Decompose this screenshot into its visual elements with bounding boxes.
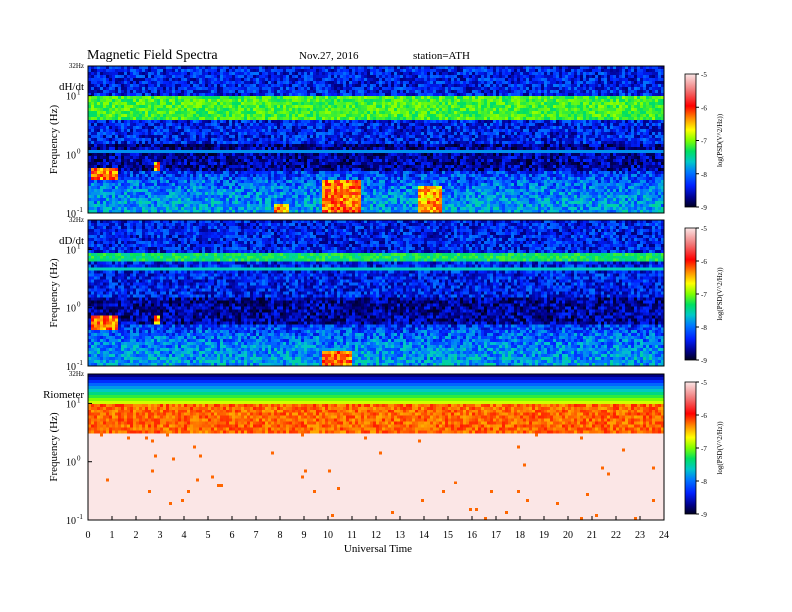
colorbar-label: log(PSD(V^2/Hz)) bbox=[716, 113, 724, 167]
colorbar-label: log(PSD(V^2/Hz)) bbox=[716, 421, 724, 475]
panel-label: dH/dt bbox=[59, 81, 84, 93]
y-tick-exponent: 1 bbox=[77, 89, 81, 97]
x-tick-label: 2 bbox=[134, 530, 139, 541]
y-tick-exponent: 1 bbox=[77, 396, 81, 404]
colorbar-label: log(PSD(V^2/Hz)) bbox=[716, 267, 724, 321]
x-tick-label: 21 bbox=[587, 530, 597, 541]
colorbar-tick-label: -9 bbox=[701, 204, 707, 212]
x-tick-label: 0 bbox=[86, 530, 91, 541]
y-axis-label: Frequency (Hz) bbox=[48, 412, 60, 482]
colorbar-tick-label: -8 bbox=[701, 478, 707, 486]
x-tick-labels: 0 1 2 3 4 5 6 7 8 9 10 11 12 13 14 15 16 17 18 19 20 21 22 23 24 bbox=[86, 516, 669, 541]
y-axis-label: Frequency (Hz) bbox=[48, 258, 60, 328]
y-tick-top: 32Hz bbox=[69, 216, 84, 224]
colorbar-tick-label: -5 bbox=[701, 379, 707, 387]
colorbar bbox=[684, 227, 697, 361]
y-tick-exponent: 0 bbox=[77, 301, 81, 309]
x-tick-label: 22 bbox=[611, 530, 621, 541]
y-tick-exponent: -1 bbox=[77, 206, 83, 214]
x-tick-label: 17 bbox=[491, 530, 501, 541]
date-label: Nov.27, 2016 bbox=[299, 50, 359, 62]
x-tick-label: 19 bbox=[539, 530, 549, 541]
x-tick-label: 1 bbox=[110, 530, 115, 541]
y-tick-label: 10 bbox=[66, 458, 76, 469]
y-tick-label: 10 bbox=[66, 245, 76, 256]
x-tick-label: 15 bbox=[443, 530, 453, 541]
spectrogram-image bbox=[88, 374, 664, 520]
plot-frame bbox=[87, 219, 665, 367]
y-tick-label: 10 bbox=[66, 150, 76, 161]
y-tick-label: 10 bbox=[66, 399, 76, 410]
x-tick-label: 23 bbox=[635, 530, 645, 541]
y-tick-label: 10 bbox=[66, 516, 76, 527]
colorbar-tick-label: -8 bbox=[701, 171, 707, 179]
x-tick-label: 7 bbox=[254, 530, 259, 541]
x-tick-label: 18 bbox=[515, 530, 525, 541]
x-tick-label: 3 bbox=[158, 530, 163, 541]
y-tick-label: 10 bbox=[66, 362, 76, 373]
x-tick-label: 9 bbox=[302, 530, 307, 541]
y-tick-exponent: 0 bbox=[77, 147, 81, 155]
colorbar bbox=[684, 73, 697, 208]
figure-title: Magnetic Field Spectra bbox=[87, 48, 218, 63]
colorbar bbox=[684, 381, 697, 515]
colorbar-tick-label: -5 bbox=[701, 225, 707, 233]
x-tick-label: 14 bbox=[419, 530, 429, 541]
colorbar-tick-label: -5 bbox=[701, 71, 707, 79]
colorbar-tick-label: -7 bbox=[701, 138, 707, 146]
y-tick-exponent: 0 bbox=[77, 455, 81, 463]
colorbar-tick-label: -9 bbox=[701, 357, 707, 365]
spectrogram-image bbox=[88, 220, 664, 366]
station-label: station=ATH bbox=[413, 50, 470, 62]
x-tick-label: 24 bbox=[659, 530, 669, 541]
x-axis-label: Universal Time bbox=[344, 543, 412, 555]
x-tick-label: 20 bbox=[563, 530, 573, 541]
plot-frame bbox=[87, 65, 665, 214]
colorbar-tick-label: -9 bbox=[701, 511, 707, 519]
y-tick-label: 10 bbox=[66, 92, 76, 103]
y-tick-label: 10 bbox=[66, 304, 76, 315]
spectrogram-image bbox=[88, 66, 664, 213]
x-tick-label: 16 bbox=[467, 530, 477, 541]
y-tick-top: 32Hz bbox=[69, 62, 84, 70]
colorbar-tick-label: -6 bbox=[701, 412, 707, 420]
colorbar-tick-label: -7 bbox=[701, 291, 707, 299]
colorbar-tick-label: -6 bbox=[701, 104, 707, 112]
y-tick-exponent: -1 bbox=[77, 359, 83, 367]
y-tick-exponent: 1 bbox=[77, 242, 81, 250]
x-tick-label: 10 bbox=[323, 530, 333, 541]
y-axis-label: Frequency (Hz) bbox=[48, 105, 60, 175]
y-tick-exponent: -1 bbox=[77, 513, 83, 521]
colorbar-tick-label: -6 bbox=[701, 258, 707, 266]
y-tick-label: 10 bbox=[66, 209, 76, 220]
colorbar-tick-label: -7 bbox=[701, 445, 707, 453]
x-tick-label: 5 bbox=[206, 530, 211, 541]
x-tick-label: 13 bbox=[395, 530, 405, 541]
panel-label: Riometer bbox=[43, 389, 84, 401]
colorbar-tick-label: -8 bbox=[701, 324, 707, 332]
x-tick-label: 8 bbox=[278, 530, 283, 541]
x-tick-label: 6 bbox=[230, 530, 235, 541]
panel-label: dD/dt bbox=[59, 235, 84, 247]
x-tick-label: 12 bbox=[371, 530, 381, 541]
x-tick-label: 4 bbox=[182, 530, 187, 541]
y-tick-top: 32Hz bbox=[69, 370, 84, 378]
x-tick-label: 11 bbox=[347, 530, 357, 541]
